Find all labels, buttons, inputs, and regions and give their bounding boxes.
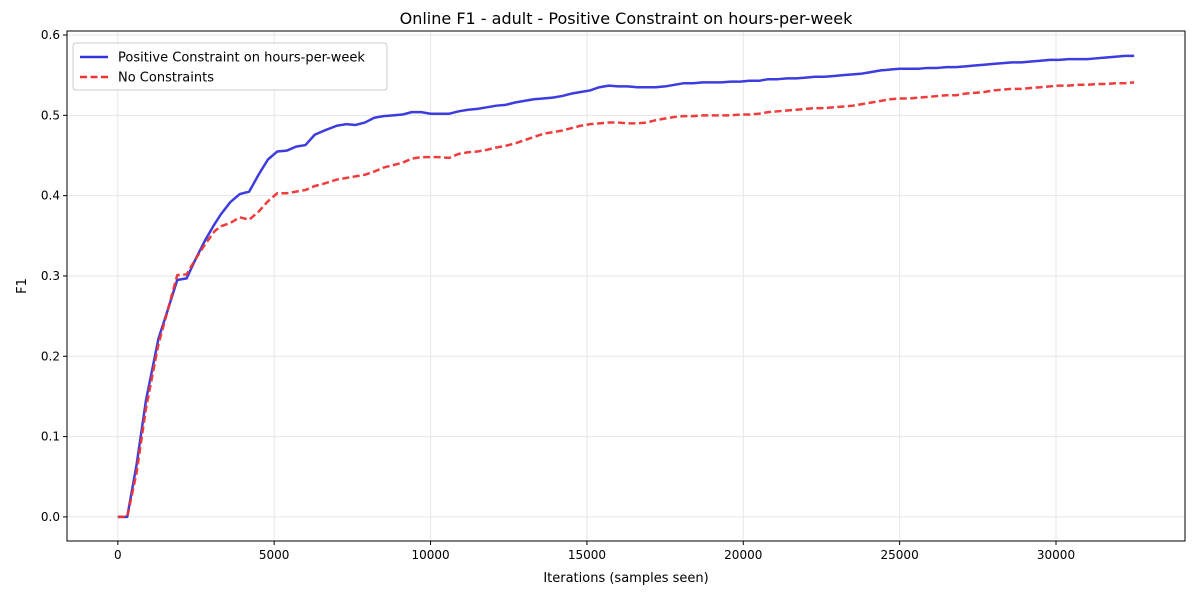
legend-label-positive-constraint: Positive Constraint on hours-per-week [118, 51, 365, 66]
x-tick-label: 15000 [568, 548, 606, 562]
legend-label-no-constraints: No Constraints [118, 71, 214, 86]
y-axis-label: F1 [15, 278, 30, 294]
grid [67, 31, 1185, 541]
chart-title: Online F1 - adult - Positive Constraint … [400, 9, 853, 28]
x-tick-label: 25000 [881, 548, 919, 562]
x-tick-label: 10000 [411, 548, 449, 562]
series-group [117, 54, 1135, 519]
y-tick-label: 0.0 [41, 510, 60, 524]
series-line-no-constraints [117, 81, 1135, 519]
y-tick-label: 0.4 [41, 189, 60, 203]
x-tick-label: 20000 [724, 548, 762, 562]
y-tick-label: 0.6 [41, 28, 60, 42]
x-tick-label: 30000 [1037, 548, 1075, 562]
y-tick-label: 0.3 [41, 269, 60, 283]
y-tick-label: 0.1 [41, 430, 60, 444]
x-axis-label: Iterations (samples seen) [543, 571, 708, 586]
y-tick-label: 0.5 [41, 108, 60, 122]
x-tick-label: 5000 [259, 548, 290, 562]
y-tick-label: 0.2 [41, 349, 60, 363]
legend: Positive Constraint on hours-per-week No… [72, 42, 388, 91]
legend-box [72, 42, 388, 91]
series-line-positive-constraint [117, 54, 1135, 519]
x-tick-label: 0 [114, 548, 122, 562]
axis-ticks: 0 5000 10000 15000 20000 25000 30000 0.0 0.1 0.2 0… [41, 28, 1075, 562]
plot-frame [66, 30, 1186, 542]
